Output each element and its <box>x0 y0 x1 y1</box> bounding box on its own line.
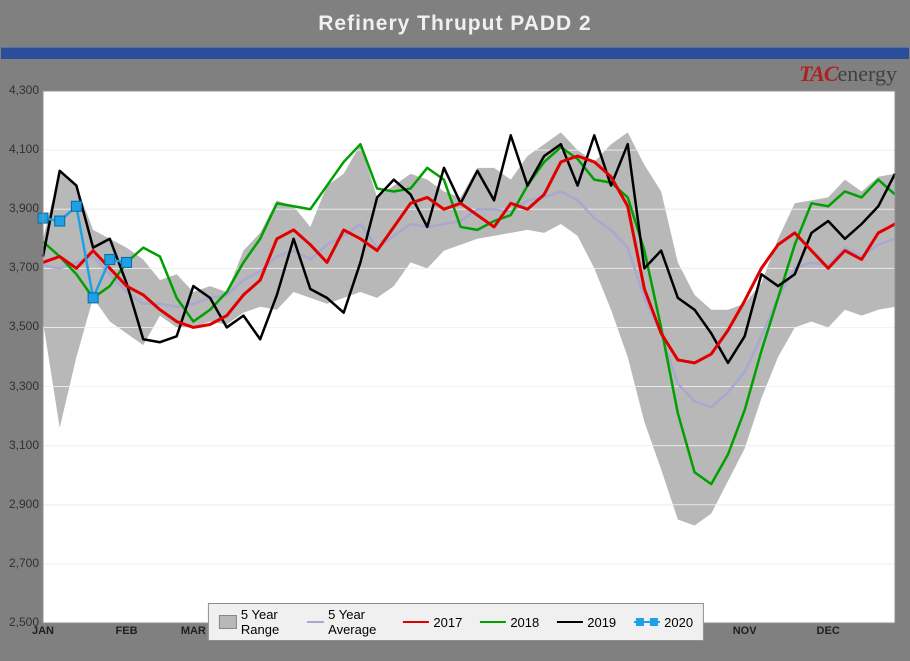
legend-swatch <box>219 615 237 629</box>
y-tick-label: 4,100 <box>5 142 39 156</box>
chart-title: Refinery Thruput PADD 2 <box>318 12 591 36</box>
legend-label: 2017 <box>433 615 462 630</box>
logo-tac: TAC <box>799 61 838 86</box>
legend-item: 2019 <box>557 615 616 630</box>
legend-label: 2019 <box>587 615 616 630</box>
legend-item: 5 Year Range <box>219 607 289 637</box>
chart-container: Refinery Thruput PADD 2 TACenergy 2,5002… <box>0 0 910 661</box>
y-tick-label: 3,100 <box>5 438 39 452</box>
legend-swatch <box>403 621 429 623</box>
x-tick-label: JAN <box>32 625 54 637</box>
logo: TACenergy <box>799 61 897 87</box>
chart-svg <box>1 59 910 661</box>
y-tick-label: 2,900 <box>5 497 39 511</box>
x-tick-label: MAR <box>181 625 206 637</box>
x-tick-label: NOV <box>733 625 757 637</box>
legend: 5 Year Range 5 Year Average 2017 2018 2019 20… <box>208 603 704 641</box>
marker-2020 <box>71 201 81 211</box>
y-tick-label: 3,500 <box>5 319 39 333</box>
marker-2020 <box>122 257 132 267</box>
marker-2020 <box>88 293 98 303</box>
legend-label: 2020 <box>664 615 693 630</box>
legend-swatch <box>634 621 660 624</box>
x-tick-label: DEC <box>817 625 840 637</box>
marker-2020 <box>105 254 115 264</box>
y-tick-label: 2,700 <box>5 556 39 570</box>
plot-area: 2,5002,7002,9003,1003,3003,5003,7003,900… <box>1 59 910 661</box>
legend-item: 5 Year Average <box>307 607 385 637</box>
legend-swatch <box>557 621 583 623</box>
legend-label: 5 Year Average <box>328 607 385 637</box>
marker-2020 <box>55 216 65 226</box>
title-bar: Refinery Thruput PADD 2 <box>1 1 909 47</box>
y-tick-label: 3,900 <box>5 201 39 215</box>
legend-label: 5 Year Range <box>241 607 289 637</box>
x-tick-label: FEB <box>116 625 138 637</box>
y-tick-label: 3,300 <box>5 379 39 393</box>
legend-swatch <box>307 621 324 623</box>
legend-item: 2020 <box>634 615 693 630</box>
logo-energy: energy <box>838 61 897 86</box>
legend-swatch <box>480 621 506 623</box>
legend-item: 2017 <box>403 615 462 630</box>
y-tick-label: 4,300 <box>5 83 39 97</box>
legend-item: 2018 <box>480 615 539 630</box>
legend-label: 2018 <box>510 615 539 630</box>
y-tick-label: 3,700 <box>5 260 39 274</box>
